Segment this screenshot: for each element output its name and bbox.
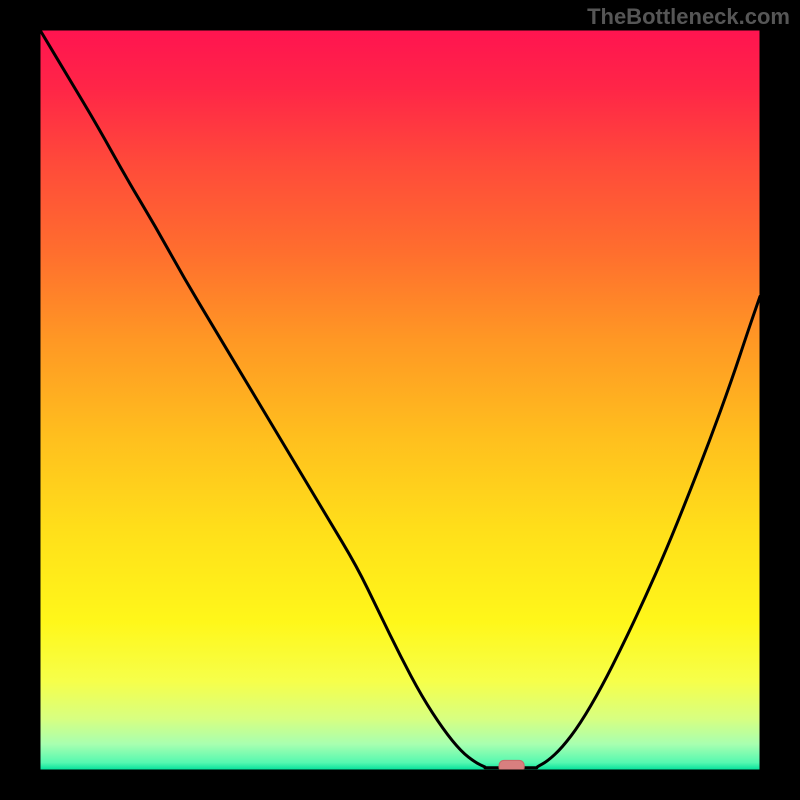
chart-frame: TheBottleneck.com (0, 0, 800, 800)
bottleneck-chart (0, 0, 800, 800)
gradient-background (40, 30, 760, 770)
watermark-text: TheBottleneck.com (587, 4, 790, 30)
